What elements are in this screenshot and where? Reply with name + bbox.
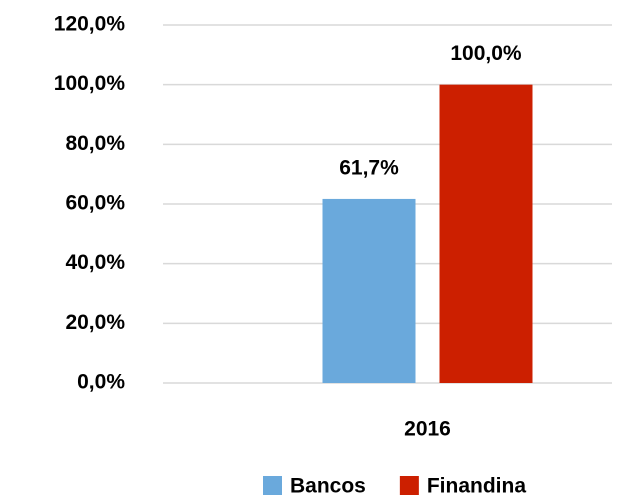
legend-swatch — [399, 476, 419, 495]
legend-swatch — [263, 476, 282, 495]
data-label: 100,0% — [450, 42, 522, 65]
data-label: 61,7% — [339, 156, 399, 179]
y-tick-label: 80,0% — [65, 132, 125, 155]
bar — [439, 84, 533, 384]
x-tick-label: 2016 — [404, 418, 451, 441]
y-tick-label: 40,0% — [65, 251, 125, 274]
y-tick-label: 20,0% — [65, 311, 125, 334]
legend-label: Bancos — [290, 475, 366, 497]
y-tick-label: 100,0% — [54, 72, 126, 95]
y-tick-label: 120,0% — [54, 13, 126, 36]
y-tick-label: 0,0% — [77, 371, 125, 394]
bar — [322, 198, 416, 383]
y-tick-label: 60,0% — [65, 192, 125, 215]
legend-label: Finandina — [427, 475, 526, 497]
